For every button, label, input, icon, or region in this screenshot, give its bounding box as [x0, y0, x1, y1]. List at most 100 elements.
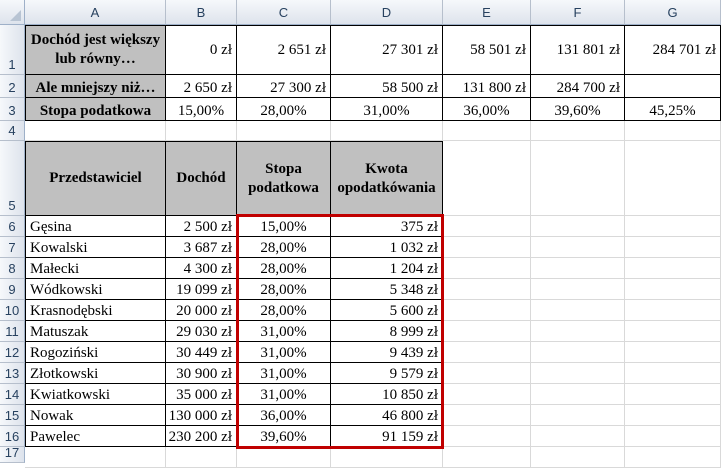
rep-income-cell[interactable]: 230 200 zł — [166, 426, 237, 447]
rep-rate-cell[interactable]: 15,00% — [237, 216, 331, 237]
grid-cell[interactable] — [625, 258, 721, 279]
bracket-rate-cell[interactable]: 36,00% — [443, 98, 531, 121]
bracket-rate-cell[interactable]: 39,60% — [531, 98, 625, 121]
row-header-4[interactable]: 4 — [0, 121, 25, 141]
grid-cell[interactable] — [625, 121, 721, 141]
rep-amount-cell[interactable]: 5 600 zł — [331, 300, 443, 321]
rep-rate-cell[interactable]: 31,00% — [237, 363, 331, 384]
bracket-from-cell[interactable]: 131 801 zł — [531, 25, 625, 75]
grid-cell[interactable] — [443, 216, 531, 237]
rep-rate-cell[interactable]: 31,00% — [237, 342, 331, 363]
bracket-from-cell[interactable]: 58 501 zł — [443, 25, 531, 75]
grid-cell[interactable] — [531, 300, 625, 321]
grid-cell[interactable] — [443, 321, 531, 342]
grid-cell[interactable] — [625, 300, 721, 321]
rep-income-cell[interactable]: 3 687 zł — [166, 237, 237, 258]
row-header-2[interactable]: 2 — [0, 75, 25, 98]
grid-cell[interactable] — [443, 141, 531, 216]
grid-cell[interactable] — [625, 342, 721, 363]
grid-cell[interactable] — [443, 237, 531, 258]
rep-income-cell[interactable]: 2 500 zł — [166, 216, 237, 237]
row-header-13[interactable]: 13 — [0, 363, 25, 384]
grid-cell[interactable] — [531, 258, 625, 279]
grid-cell[interactable] — [25, 447, 166, 468]
grid-cell[interactable] — [625, 447, 721, 468]
bracket-from-cell[interactable]: 0 zł — [166, 25, 237, 75]
rep-name-cell[interactable]: Gęsina — [25, 216, 166, 237]
grid-cell[interactable] — [625, 237, 721, 258]
grid-cell[interactable] — [625, 384, 721, 405]
grid-cell[interactable] — [443, 426, 531, 447]
rep-income-cell[interactable]: 35 000 zł — [166, 384, 237, 405]
row-header-14[interactable]: 14 — [0, 384, 25, 405]
row-header-8[interactable]: 8 — [0, 258, 25, 279]
rep-amount-cell[interactable]: 1 032 zł — [331, 237, 443, 258]
grid-cell[interactable] — [625, 216, 721, 237]
rep-income-cell[interactable]: 20 000 zł — [166, 300, 237, 321]
rep-income-cell[interactable]: 19 099 zł — [166, 279, 237, 300]
select-all-corner[interactable] — [0, 0, 25, 25]
row-header-12[interactable]: 12 — [0, 342, 25, 363]
rep-name-cell[interactable]: Krasnodębski — [25, 300, 166, 321]
rep-income-cell[interactable]: 30 449 zł — [166, 342, 237, 363]
rep-name-cell[interactable]: Matuszak — [25, 321, 166, 342]
bracket-to-cell[interactable]: 131 800 zł — [443, 75, 531, 98]
rep-amount-cell[interactable]: 5 348 zł — [331, 279, 443, 300]
row-header-3[interactable]: 3 — [0, 98, 25, 121]
row-header-17[interactable]: 17 — [0, 445, 25, 463]
rep-name-cell[interactable]: Pawelec — [25, 426, 166, 447]
bracket-rate-cell[interactable]: 31,00% — [331, 98, 443, 121]
grid-cell[interactable] — [531, 121, 625, 141]
bracket-rate-cell[interactable]: 15,00% — [166, 98, 237, 121]
bracket-to-cell[interactable]: 284 700 zł — [531, 75, 625, 98]
row-header-5[interactable]: 5 — [0, 141, 25, 216]
rep-name-cell[interactable]: Kwiatkowski — [25, 384, 166, 405]
grid-cell[interactable] — [443, 342, 531, 363]
bracket-from-cell[interactable]: 27 301 zł — [331, 25, 443, 75]
grid-cell[interactable] — [531, 342, 625, 363]
grid-cell[interactable] — [443, 121, 531, 141]
row-header-16[interactable]: 16 — [0, 426, 25, 447]
grid-cell[interactable] — [443, 300, 531, 321]
row-header-1[interactable]: 1 — [0, 25, 25, 75]
rep-income-cell[interactable]: 30 900 zł — [166, 363, 237, 384]
column-header-b[interactable]: B — [166, 0, 237, 25]
grid-cell[interactable] — [237, 121, 331, 141]
rep-rate-cell[interactable]: 28,00% — [237, 237, 331, 258]
rep-amount-cell[interactable]: 8 999 zł — [331, 321, 443, 342]
grid-cell[interactable] — [25, 121, 166, 141]
column-header-d[interactable]: D — [331, 0, 443, 25]
rep-rate-cell[interactable]: 31,00% — [237, 321, 331, 342]
grid-cell[interactable] — [443, 258, 531, 279]
grid-cell[interactable] — [443, 405, 531, 426]
row-header-6[interactable]: 6 — [0, 216, 25, 237]
bracket-from-cell[interactable]: 2 651 zł — [237, 25, 331, 75]
grid-cell[interactable] — [625, 363, 721, 384]
grid-cell[interactable] — [531, 279, 625, 300]
rep-income-cell[interactable]: 130 000 zł — [166, 405, 237, 426]
grid-cell[interactable] — [531, 321, 625, 342]
row-header-11[interactable]: 11 — [0, 321, 25, 342]
column-header-f[interactable]: F — [531, 0, 625, 25]
rep-amount-cell[interactable]: 1 204 zł — [331, 258, 443, 279]
rep-name-cell[interactable]: Rogoziński — [25, 342, 166, 363]
grid-cell[interactable] — [625, 321, 721, 342]
grid-cell[interactable] — [443, 447, 531, 468]
bracket-from-cell[interactable]: 284 701 zł — [625, 25, 721, 75]
grid-cell[interactable] — [625, 141, 721, 216]
rep-amount-cell[interactable]: 9 579 zł — [331, 363, 443, 384]
rep-amount-cell[interactable]: 46 800 zł — [331, 405, 443, 426]
column-header-c[interactable]: C — [237, 0, 331, 25]
column-header-e[interactable]: E — [443, 0, 531, 25]
grid-cell[interactable] — [166, 121, 237, 141]
row-header-7[interactable]: 7 — [0, 237, 25, 258]
rep-amount-cell[interactable]: 375 zł — [331, 216, 443, 237]
grid-cell[interactable] — [531, 141, 625, 216]
row-header-15[interactable]: 15 — [0, 405, 25, 426]
grid-cell[interactable] — [531, 426, 625, 447]
rep-rate-cell[interactable]: 36,00% — [237, 405, 331, 426]
grid-cell[interactable] — [625, 279, 721, 300]
column-header-a[interactable]: A — [25, 0, 166, 25]
grid-cell[interactable] — [237, 447, 331, 468]
grid-cell[interactable] — [443, 363, 531, 384]
